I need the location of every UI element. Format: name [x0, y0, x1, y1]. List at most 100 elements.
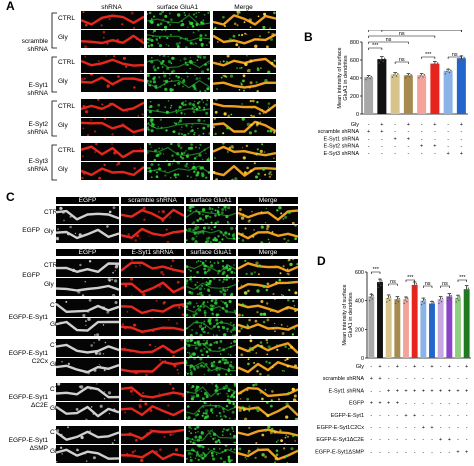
condition-sign: +: [448, 437, 451, 443]
data-point: [465, 289, 467, 291]
data-point: [397, 73, 399, 75]
data-point: [429, 306, 431, 309]
condition-sign: -: [431, 437, 433, 443]
significance-label: ns: [386, 37, 392, 43]
condition-sign: -: [414, 437, 416, 443]
data-point: [415, 283, 418, 285]
data-point: [463, 56, 465, 59]
data-point: [381, 280, 383, 282]
condition-label: EGFP-E-Syt1ΔSMP: [315, 449, 364, 455]
data-point: [440, 301, 443, 303]
condition-sign: +: [465, 364, 468, 370]
panel-d-bar-chart: 0 200 400 600 Mean intensity of surfaceGluA1…: [315, 267, 471, 455]
condition-sign: -: [440, 376, 442, 382]
significance-bracket: [457, 279, 467, 282]
data-point: [396, 296, 399, 298]
micrograph-tile: [56, 426, 119, 444]
condition-sign: -: [431, 401, 433, 407]
data-point: [413, 285, 415, 287]
condition-sign: -: [431, 376, 433, 382]
micrograph-tile: [121, 225, 184, 243]
y-tick-label: 200: [355, 327, 364, 333]
condition-sign: +: [367, 129, 370, 135]
panel-c-row-label: Gly: [50, 448, 60, 455]
panel-c-header-esyt1: E-Syt1 shRNA: [121, 249, 184, 256]
significance-label: ns: [390, 279, 396, 285]
condition-sign: -: [396, 425, 398, 431]
condition-sign: -: [448, 449, 450, 455]
condition-sign: -: [370, 364, 372, 370]
condition-sign: -: [379, 425, 381, 431]
condition-sign: -: [440, 413, 442, 419]
panel-a-letter: A: [6, 0, 15, 13]
data-point: [379, 59, 382, 61]
panel-c-row-label: CTRL: [44, 209, 61, 216]
condition-sign: +: [413, 413, 416, 419]
condition-sign: -: [405, 401, 407, 407]
micrograph-tile: [56, 225, 119, 243]
micrograph-tile: [81, 118, 144, 136]
panel-a-row-label: CTRL: [58, 103, 75, 110]
condition-sign: -: [379, 388, 381, 394]
condition-sign: +: [439, 437, 442, 443]
data-point: [395, 75, 398, 77]
bar: [437, 299, 444, 358]
condition-sign: -: [396, 449, 398, 455]
condition-label: EGFP-E-Syt1C2Cx: [317, 425, 364, 431]
panel-d-letter: D: [317, 254, 326, 268]
data-point: [398, 297, 400, 300]
data-point: [410, 74, 412, 76]
micrograph-tile: [238, 206, 298, 224]
data-point: [406, 75, 408, 77]
condition-sign: -: [368, 122, 370, 128]
condition-sign: -: [394, 144, 396, 150]
data-point: [386, 301, 388, 303]
bar: [429, 303, 435, 358]
condition-sign: +: [460, 151, 463, 157]
condition-sign: -: [370, 413, 372, 419]
micrograph-tile: [56, 339, 119, 357]
micrograph-tile: [56, 445, 119, 463]
condition-sign: +: [370, 401, 373, 407]
micrograph-tile: [238, 445, 298, 463]
data-point: [432, 63, 435, 66]
bar: [377, 282, 383, 358]
significance-bracket: [368, 35, 436, 38]
condition-sign: +: [413, 388, 416, 394]
condition-sign: -: [448, 413, 450, 419]
data-point: [439, 299, 441, 301]
data-point: [450, 69, 452, 71]
data-point: [448, 71, 451, 74]
condition-sign: +: [448, 364, 451, 370]
condition-sign: -: [370, 388, 372, 394]
panel-c-header-merge: Merge: [238, 197, 298, 204]
condition-sign: -: [448, 425, 450, 431]
micrograph-tile: [186, 225, 236, 243]
significance-bracket: [368, 47, 383, 50]
data-point: [381, 56, 383, 58]
condition-sign: -: [388, 437, 390, 443]
condition-label: scramble shRNA: [318, 129, 360, 135]
micrograph-tile: [81, 162, 144, 180]
panel-a-group-esyt3: E-Syt3 shRNA: [27, 158, 48, 173]
micrograph-tile: [213, 99, 276, 117]
condition-sign: -: [421, 122, 423, 128]
data-point: [456, 297, 458, 300]
data-point: [387, 297, 389, 300]
condition-sign: +: [378, 376, 381, 382]
panel-a-header-merge: Merge: [234, 4, 253, 11]
condition-sign: -: [422, 437, 424, 443]
y-tick-label: 0: [356, 112, 359, 118]
micrograph-tile: [213, 118, 276, 136]
condition-sign: +: [407, 136, 410, 142]
condition-sign: -: [460, 144, 462, 150]
bar: [394, 299, 401, 358]
condition-sign: -: [407, 144, 409, 150]
panel-a-row-label: CTRL: [58, 15, 75, 22]
condition-sign: -: [405, 425, 407, 431]
condition-sign: -: [396, 413, 398, 419]
panel-c-row-label: Gly: [50, 321, 60, 328]
micrograph-tile: [213, 30, 276, 48]
condition-sign: -: [381, 136, 383, 142]
significance-bracket: [371, 271, 381, 274]
